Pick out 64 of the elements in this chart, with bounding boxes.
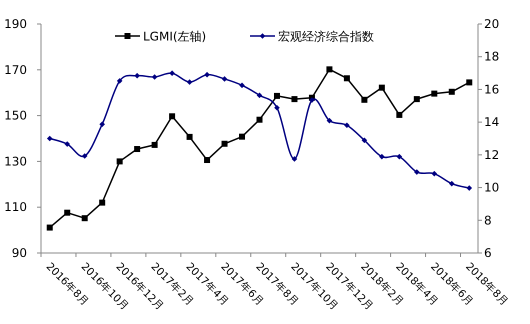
point (466, 185, 472, 191)
y2-tick-label: 14 (484, 115, 500, 130)
y-tick-label: 90 (12, 246, 27, 260)
point (64, 210, 70, 216)
point (396, 154, 402, 160)
point (222, 140, 228, 147)
point (291, 96, 298, 102)
legend-label: 宏观经济综合指数 (278, 30, 374, 44)
y-tick-label: 110 (4, 200, 27, 214)
point (82, 215, 88, 222)
point (274, 92, 280, 99)
point (134, 146, 140, 152)
point (186, 134, 193, 140)
point (362, 138, 368, 144)
point (292, 156, 298, 162)
y-tick-label: 170 (4, 62, 27, 77)
y-tick-label: 150 (4, 108, 27, 123)
point (344, 122, 350, 128)
point (204, 72, 210, 78)
y2-tick-label: 12 (484, 148, 500, 162)
point (274, 104, 280, 111)
point (99, 121, 105, 128)
point (448, 180, 455, 186)
point (169, 70, 175, 76)
point (361, 96, 368, 103)
point (152, 142, 158, 148)
point (116, 158, 123, 164)
point (379, 154, 385, 160)
point (326, 118, 332, 124)
point (239, 82, 245, 88)
y2-tick-label: 8 (484, 213, 492, 228)
point (448, 88, 455, 95)
point (99, 200, 106, 206)
point (432, 170, 438, 176)
point (326, 66, 332, 72)
y2-tick-label: 16 (484, 82, 500, 96)
point (378, 84, 385, 91)
point (222, 76, 228, 82)
point (46, 224, 53, 231)
point (204, 157, 210, 164)
point (414, 96, 420, 102)
point (82, 153, 88, 159)
y2-tick-label: 6 (484, 246, 492, 260)
y2-tick-label: 10 (484, 180, 500, 195)
point (64, 141, 70, 147)
point (169, 113, 176, 120)
y-tick-label: 130 (4, 154, 27, 168)
point (431, 90, 438, 97)
point (396, 112, 402, 118)
point (239, 134, 246, 140)
point (152, 74, 158, 80)
point (309, 97, 315, 103)
y2-tick-label: 20 (484, 17, 500, 31)
point (466, 79, 472, 86)
y2-tick-label: 18 (484, 50, 500, 64)
legend-label: LGMI(左轴) (143, 30, 206, 44)
point (46, 136, 53, 142)
point (414, 169, 420, 175)
point (256, 116, 262, 123)
point (186, 79, 192, 85)
y-tick-label: 190 (4, 17, 27, 31)
point (256, 92, 262, 98)
point (344, 75, 350, 82)
point (116, 78, 122, 84)
